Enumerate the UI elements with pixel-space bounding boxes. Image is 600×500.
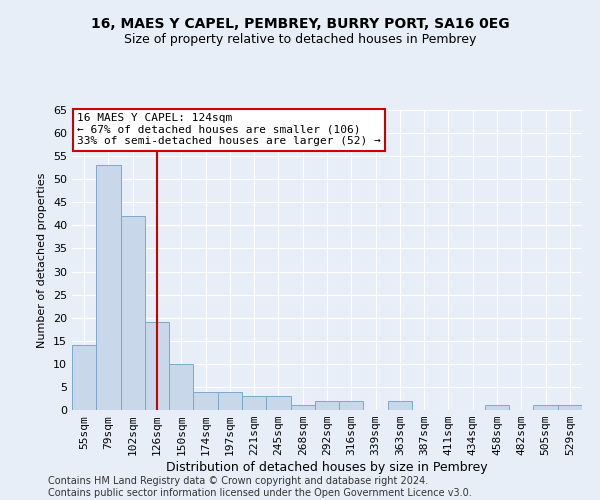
Bar [290,406,315,410]
Bar [121,216,145,410]
Bar [96,166,121,410]
Text: Contains HM Land Registry data © Crown copyright and database right 2024.
Contai: Contains HM Land Registry data © Crown c… [48,476,472,498]
Bar [485,406,509,410]
Bar [266,396,290,410]
Text: 16, MAES Y CAPEL, PEMBREY, BURRY PORT, SA16 0EG: 16, MAES Y CAPEL, PEMBREY, BURRY PORT, S… [91,18,509,32]
Y-axis label: Number of detached properties: Number of detached properties [37,172,47,348]
Bar [533,406,558,410]
Bar [218,392,242,410]
Text: 16 MAES Y CAPEL: 124sqm
← 67% of detached houses are smaller (106)
33% of semi-d: 16 MAES Y CAPEL: 124sqm ← 67% of detache… [77,113,381,146]
X-axis label: Distribution of detached houses by size in Pembrey: Distribution of detached houses by size … [166,461,488,474]
Bar [145,322,169,410]
Bar [558,406,582,410]
Text: Size of property relative to detached houses in Pembrey: Size of property relative to detached ho… [124,32,476,46]
Bar [242,396,266,410]
Bar [339,401,364,410]
Bar [72,346,96,410]
Bar [315,401,339,410]
Bar [388,401,412,410]
Bar [169,364,193,410]
Bar [193,392,218,410]
